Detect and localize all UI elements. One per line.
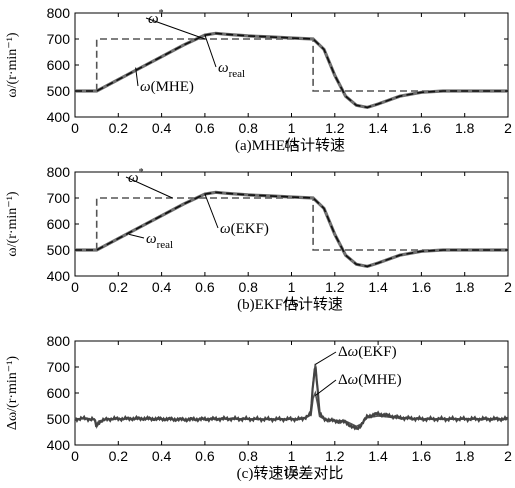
x-tick-label: 1.8: [455, 448, 475, 464]
x-tick-label: 2: [504, 279, 512, 295]
x-tick-label: 0: [71, 448, 79, 464]
annotation-leader: [204, 193, 219, 229]
y-tick-label: 400: [47, 437, 71, 453]
y-tick-label: 600: [47, 57, 71, 73]
y-axis-label: ω/(r·min⁻¹): [5, 191, 20, 256]
annotation-leader: [204, 34, 217, 68]
x-tick-label: 0.2: [109, 279, 129, 295]
y-tick-label: 800: [47, 333, 71, 349]
annotation-label: ω(MHE): [140, 79, 194, 95]
y-tick-label: 400: [47, 109, 71, 125]
x-axis-label: t/s: [284, 136, 298, 152]
y-tick-label: 800: [47, 164, 71, 180]
x-axis-label: t/s: [284, 464, 298, 480]
x-tick-label: 1.6: [412, 279, 432, 295]
x-tick-label: 1.4: [368, 279, 388, 295]
caption-a: (a)MHE估计转速: [235, 137, 345, 154]
y-tick-label: 500: [47, 242, 71, 258]
y-tick-label: 500: [47, 83, 71, 99]
series-estimate: [75, 191, 508, 268]
x-tick-label: 1.8: [455, 279, 475, 295]
annotation-leader: [135, 67, 139, 87]
y-tick-label: 600: [47, 385, 71, 401]
y-tick-label: 800: [47, 5, 71, 21]
annotation-label: Δω(EKF): [338, 344, 397, 360]
x-tick-label: 1: [288, 279, 296, 295]
annotation-label: ω(EKF): [220, 221, 269, 237]
y-axis-label: ω/(r·min⁻¹): [5, 32, 20, 97]
x-tick-label: 0.8: [238, 120, 258, 136]
annotation-leader: [315, 379, 337, 396]
x-tick-label: 1.4: [368, 120, 388, 136]
x-tick-label: 0.6: [195, 279, 215, 295]
x-tick-label: 0.8: [238, 279, 258, 295]
series-estimate: [75, 32, 508, 109]
panel-b: 0 0.2 0.4 0.6 0.8 1 1.2 1.4 1.6 1.8 2 400 500 600 700 8…: [5, 164, 512, 311]
x-tick-label: 0.4: [152, 448, 172, 464]
series-reference: [75, 197, 508, 251]
x-tick-label: 1.8: [455, 120, 475, 136]
x-tick-label: 1: [288, 120, 296, 136]
plot-frame: [74, 12, 509, 118]
panel-c: 0 0.2 0.4 0.6 0.8 1 1.2 1.4 1.6 1.8 2 400 500 600 700 8…: [5, 333, 512, 480]
annotation-leader: [315, 351, 337, 365]
x-tick-label: 0.2: [109, 448, 129, 464]
annotation-leader: [125, 176, 173, 199]
x-tick-label: 1.2: [325, 279, 345, 295]
y-axis-label: Δω/(r·min⁻¹): [5, 356, 20, 430]
caption-b: (b)EKF估计转速: [237, 296, 343, 313]
x-tick-label: 0.8: [238, 448, 258, 464]
y-tick-label: 700: [47, 190, 71, 206]
series-real: [75, 190, 508, 269]
x-tick-label: 0.4: [152, 120, 172, 136]
x-tick-label: 1: [288, 448, 296, 464]
annotation-label: ω*: [148, 8, 164, 27]
x-axis-label: t/s: [284, 295, 298, 311]
x-tick-label: 0.4: [152, 279, 172, 295]
annotation-label: ωreal: [146, 231, 173, 251]
x-tick-label: 1.2: [325, 448, 345, 464]
x-tick-label: 0.2: [109, 120, 129, 136]
plot-frame: [74, 171, 509, 277]
caption-c: (c)转速误差对比: [237, 465, 344, 482]
x-tick-label: 0.6: [195, 448, 215, 464]
x-tick-label: 1.4: [368, 448, 388, 464]
y-tick-label: 700: [47, 359, 71, 375]
x-tick-label: 2: [504, 448, 512, 464]
plot-frame: [74, 340, 509, 446]
x-tick-label: 1.6: [412, 120, 432, 136]
annotation-leader: [145, 17, 206, 40]
series-real: [75, 31, 508, 110]
y-tick-label: 700: [47, 31, 71, 47]
x-tick-label: 2: [504, 120, 512, 136]
x-tick-label: 0: [71, 279, 79, 295]
y-tick-label: 600: [47, 216, 71, 232]
x-tick-label: 1.6: [412, 448, 432, 464]
annotation-label: ωreal: [218, 60, 245, 80]
annotation-leader: [129, 233, 145, 239]
y-tick-label: 400: [47, 268, 71, 284]
x-tick-label: 1.2: [325, 120, 345, 136]
annotation-label: Δω(MHE): [338, 372, 402, 388]
x-tick-label: 0.6: [195, 120, 215, 136]
series-error-noise: [74, 366, 508, 431]
annotation-label: ω*: [128, 167, 144, 186]
x-tick-label: 0: [71, 120, 79, 136]
y-tick-label: 500: [47, 411, 71, 427]
panel-a: 0 0.2 0.4 0.6 0.8 1 1.2 1.4 1.6 1.8 2 400 500 600 700 8…: [5, 5, 512, 152]
